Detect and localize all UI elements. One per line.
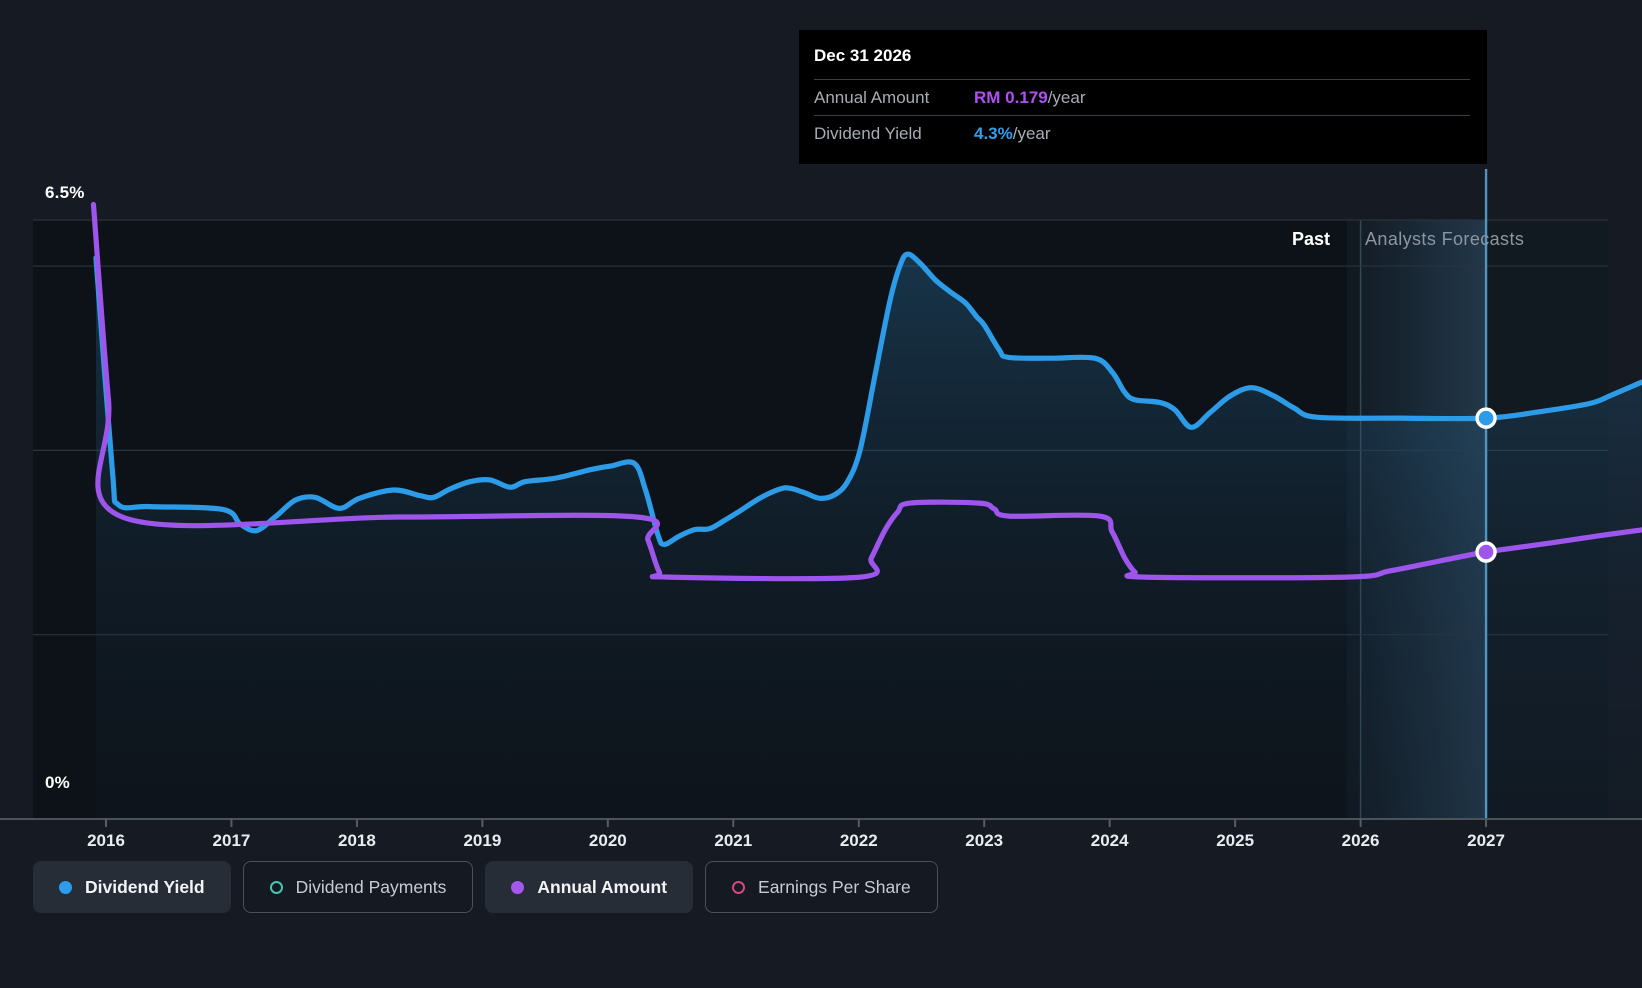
legend-toggle-dividend-yield[interactable]: Dividend Yield [33,861,231,913]
x-tick-label: 2025 [1216,831,1255,850]
annual-amount-dot-icon [511,880,525,894]
tooltip-date: Dec 31 2026 [814,46,912,65]
x-tick-label: 2019 [463,831,502,850]
legend-label: Earnings Per Share [758,876,911,897]
x-tick-label: 2021 [714,831,753,850]
x-tick-label: 2016 [87,831,125,850]
dividend-yield-dot-icon [59,880,72,894]
legend-toggle-earnings-per-share[interactable]: Earnings Per Share [705,861,938,913]
legend-label: Dividend Payments [295,876,447,897]
y-axis-max-label: 6.5% [45,183,85,202]
legend-bar: Dividend Yield Dividend Payments Annual … [33,861,938,913]
past-label: Past [1291,229,1330,249]
legend-label: Annual Amount [537,876,668,897]
x-axis: 2016 2017 2018 2019 2020 2021 2022 2023 … [0,831,1642,855]
legend-toggle-annual-amount[interactable]: Annual Amount [485,861,694,913]
tooltip-suffix: /year [1012,123,1051,143]
earnings-per-share-ring-icon [732,880,746,894]
x-tick-label: 2023 [965,831,1004,850]
tooltip-label: Dividend Yield [814,123,922,143]
analysts-forecasts-label: Analysts Forecasts [1365,229,1525,249]
x-tick-label: 2024 [1090,831,1129,850]
x-tick-label: 2018 [337,831,376,850]
x-tick-label: 2026 [1341,831,1380,850]
legend-toggle-dividend-payments[interactable]: Dividend Payments [242,861,474,913]
tooltip-value: RM 0.179 [974,87,1048,107]
tooltip-value: 4.3% [974,123,1013,143]
x-tick-label: 2027 [1467,831,1505,850]
tooltip-label: Annual Amount [814,87,930,107]
dividend-payments-ring-icon [269,880,283,894]
y-axis-min-label: 0% [45,773,70,792]
tooltip-row-dividend-yield: Dividend Yield 4.3% /year [814,115,1470,151]
legend-label: Dividend Yield [85,876,205,897]
tooltip-suffix: /year [1047,87,1086,107]
tooltip-row-annual-amount: Annual Amount RM 0.179 /year [814,79,1470,115]
chart-tooltip: Dec 31 2026 Annual Amount RM 0.179 /year… [799,30,1487,164]
x-tick-label: 2017 [212,831,251,850]
x-tick-label: 2020 [588,831,627,850]
x-tick-label: 2022 [839,831,878,850]
